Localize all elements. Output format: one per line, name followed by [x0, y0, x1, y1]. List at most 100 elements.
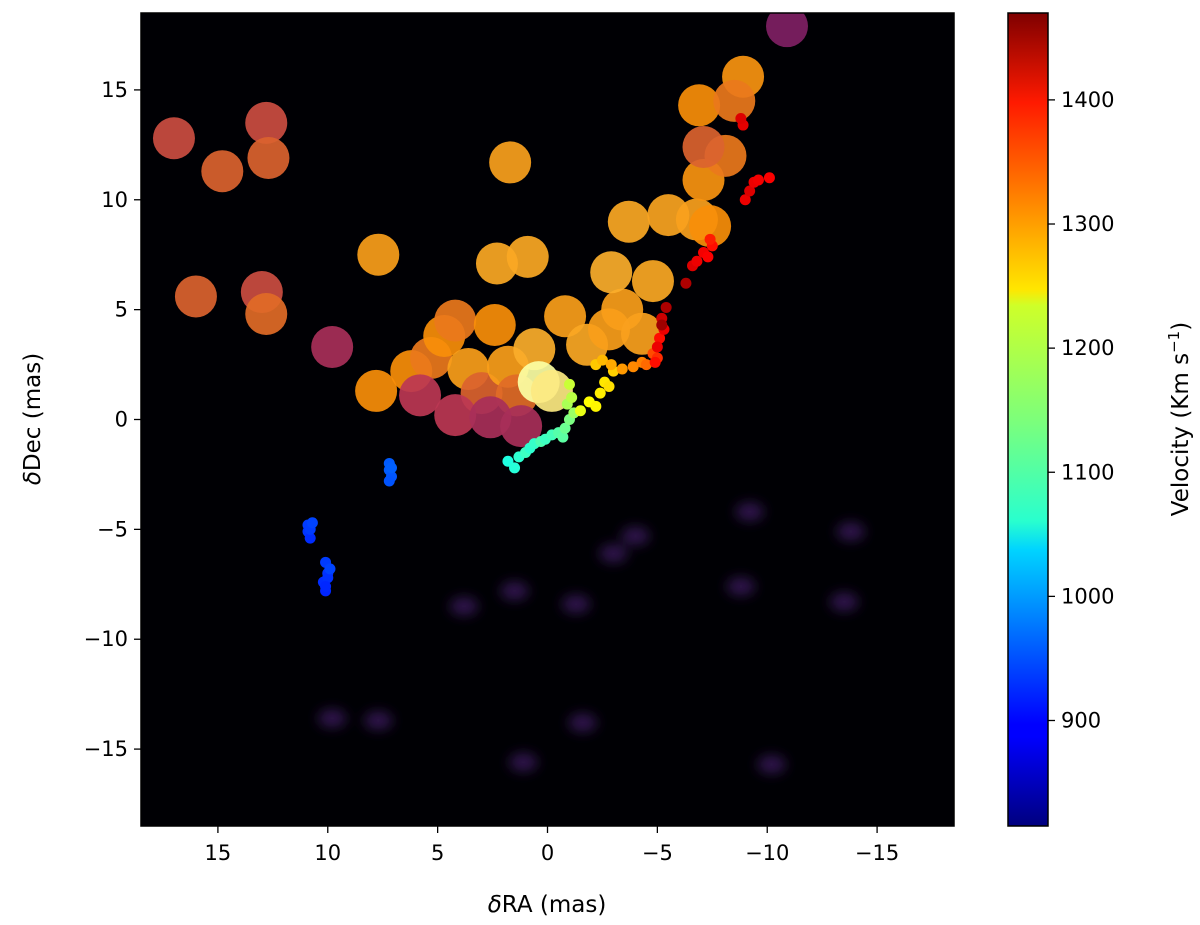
image-blob — [620, 312, 663, 355]
x-tick-label: −10 — [745, 841, 789, 865]
y-tick-label: 15 — [101, 78, 128, 102]
colorbar-tick-label: 1200 — [1061, 336, 1114, 360]
image-blob — [513, 328, 556, 371]
maser-spot — [739, 194, 751, 206]
image-blob — [152, 117, 195, 160]
maser-spot — [616, 363, 628, 375]
image-blob — [678, 84, 721, 127]
faint-wisp — [568, 713, 597, 732]
image-blob — [357, 233, 400, 276]
maser-spot — [603, 381, 615, 393]
x-tick-label: 5 — [431, 841, 444, 865]
maser-spot — [660, 301, 672, 313]
maser-spot — [680, 277, 692, 289]
colorbar-tick-label: 1300 — [1061, 212, 1114, 236]
image-blob — [434, 394, 477, 437]
faint-wisp — [318, 709, 347, 728]
image-blob — [355, 369, 398, 412]
maser-spot — [752, 174, 764, 186]
colorbar-ticks: 900 1000 1100 1200 1300 1400 — [1048, 88, 1114, 732]
image-blob — [245, 293, 288, 336]
y-axis-ticks: 15 10 5 0 −5 −10 −15 — [84, 78, 141, 761]
image-blob — [489, 141, 532, 184]
maser-spot — [651, 341, 663, 353]
x-tick-label: 15 — [205, 841, 232, 865]
maser-spot — [559, 422, 571, 434]
maser-spot — [563, 378, 575, 390]
maser-spot — [304, 532, 316, 544]
intensity-image — [152, 13, 808, 448]
y-axis-label: δDec (mas) — [20, 353, 46, 485]
maser-spot — [735, 112, 747, 124]
maser-spot — [383, 475, 395, 487]
image-blob — [500, 405, 543, 448]
maser-spot — [509, 462, 521, 474]
faint-wisp — [509, 753, 538, 772]
maser-spot — [691, 255, 703, 267]
y-tick-label: 0 — [115, 408, 128, 432]
maser-spot — [640, 359, 652, 371]
x-tick-label: −5 — [642, 841, 673, 865]
maser-spot — [594, 387, 606, 399]
image-blob — [399, 374, 442, 417]
colorbar-tick-label: 1100 — [1061, 460, 1114, 484]
faint-wisp — [562, 595, 591, 614]
faint-wisp — [757, 755, 786, 774]
maser-spot — [704, 233, 716, 245]
maser-spot — [385, 462, 397, 474]
image-blob — [631, 260, 674, 303]
y-tick-label: 10 — [101, 188, 128, 212]
faint-wisp — [450, 597, 479, 616]
maser-spot — [656, 319, 668, 331]
image-blob — [682, 126, 725, 169]
x-tick-label: 10 — [314, 841, 341, 865]
maser-spot — [702, 251, 714, 263]
faint-wisp — [500, 581, 529, 600]
image-blob — [607, 200, 650, 243]
maser-spot — [654, 332, 666, 344]
image-blob — [506, 235, 549, 278]
colorbar-tick-label: 1000 — [1061, 584, 1114, 608]
maser-spot — [596, 354, 608, 366]
image-blob — [473, 304, 516, 347]
faint-wisp — [726, 577, 755, 596]
maser-spot — [574, 405, 586, 417]
maser-spot — [744, 185, 756, 197]
image-blob — [311, 325, 354, 368]
colorbar — [1007, 12, 1049, 827]
colorbar-label: Velocity (Km s−1) — [1165, 322, 1194, 516]
maser-spot — [324, 563, 336, 575]
faint-wisp — [735, 502, 764, 521]
image-blob — [544, 295, 587, 338]
image-blob — [247, 137, 290, 180]
faint-wisp — [836, 522, 865, 541]
x-tick-label: 0 — [541, 841, 554, 865]
maser-spot — [590, 400, 602, 412]
image-blob — [689, 205, 732, 248]
faint-emission — [318, 502, 865, 774]
maser-spot — [557, 431, 569, 443]
maser-spot — [566, 392, 578, 404]
maser-spot — [763, 172, 775, 184]
maser-spot — [306, 517, 318, 529]
maser-spots — [302, 112, 775, 597]
x-axis-label: δRA (mas) — [488, 892, 607, 918]
faint-wisp — [830, 592, 859, 611]
maser-spot — [605, 359, 617, 371]
image-blob — [590, 251, 633, 294]
x-axis-ticks: 15 10 5 0 −5 −10 −15 — [205, 826, 899, 865]
y-tick-label: 5 — [115, 298, 128, 322]
y-tick-label: −10 — [84, 627, 128, 651]
y-tick-label: −15 — [84, 737, 128, 761]
x-tick-label: −15 — [855, 841, 899, 865]
maser-spot — [627, 361, 639, 373]
faint-wisp — [364, 711, 393, 730]
image-blob — [201, 150, 244, 193]
image-blob — [245, 101, 288, 144]
y-tick-label: −5 — [97, 517, 128, 541]
faint-wisp — [621, 526, 650, 545]
colorbar-tick-label: 900 — [1061, 708, 1101, 732]
image-blob — [434, 299, 477, 342]
image-blob — [174, 275, 217, 318]
